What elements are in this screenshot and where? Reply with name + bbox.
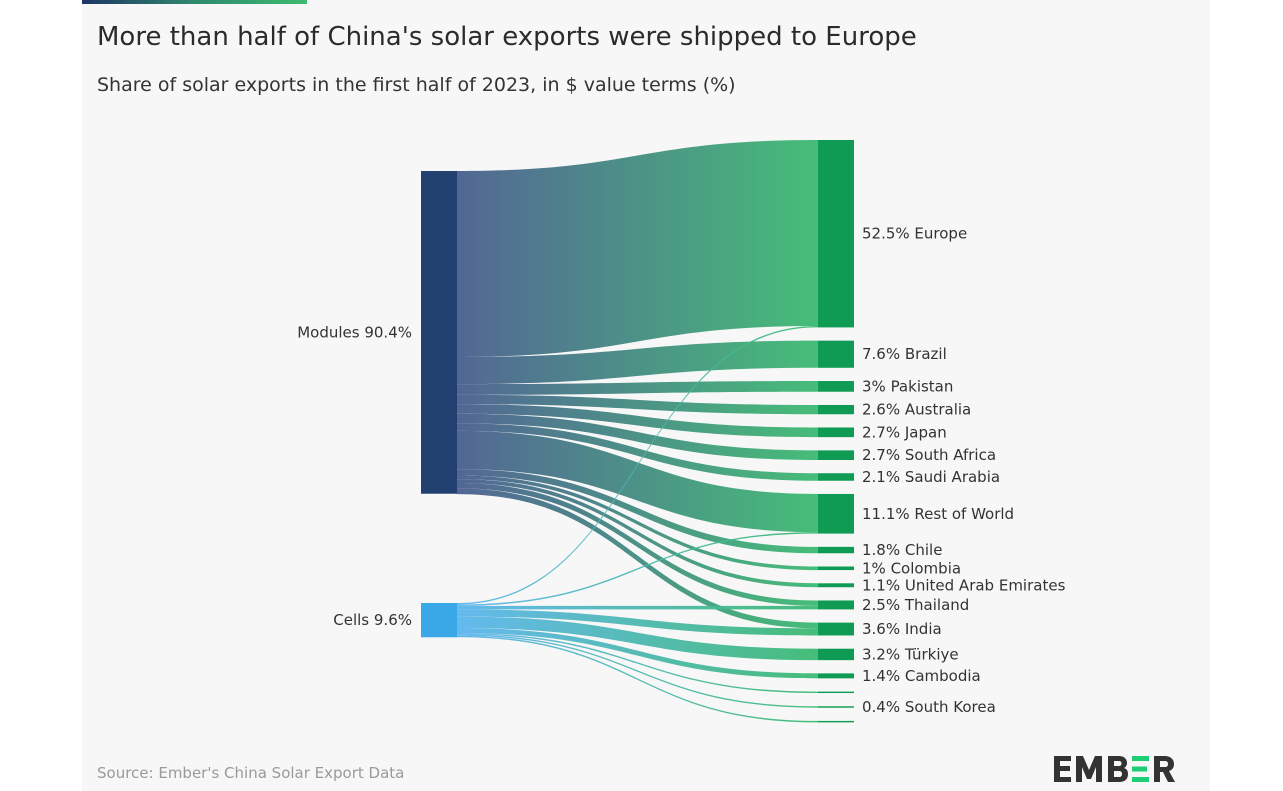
target-node-saudi	[818, 473, 854, 481]
ember-logo	[1054, 756, 1175, 782]
source-node-modules	[421, 171, 457, 494]
target-label-europe: 52.5% Europe	[862, 225, 967, 243]
target-node-chile	[818, 546, 854, 554]
target-label-india: 3.6% India	[862, 620, 942, 638]
target-node-pakistan	[818, 381, 854, 392]
target-label-southafrica: 2.7% South Africa	[862, 446, 996, 464]
source-node-cells	[421, 603, 457, 638]
target-label-cambodia: 1.4% Cambodia	[862, 667, 981, 685]
chart-panel	[82, 0, 1210, 791]
flow-modules-southafrica	[457, 413, 818, 461]
target-node-row	[818, 493, 854, 534]
flow-cells-row	[457, 532, 818, 606]
target-label-australia: 2.6% Australia	[862, 401, 971, 419]
target-label-chile: 1.8% Chile	[862, 541, 942, 559]
target-node-unlabeled2	[818, 720, 854, 723]
target-node-japan	[818, 427, 854, 438]
flow-modules-saudi	[457, 423, 818, 481]
target-node-europe	[818, 140, 854, 328]
source-note: Source: Ember's China Solar Export Data	[97, 764, 405, 782]
chart-subtitle: Share of solar exports in the first half…	[97, 74, 736, 96]
flow-modules-uae	[457, 479, 818, 588]
target-label-thailand: 2.5% Thailand	[862, 596, 969, 614]
target-label-saudi: 2.1% Saudi Arabia	[862, 468, 1000, 486]
source-label-cells: Cells 9.6%	[333, 611, 412, 629]
target-label-southkorea: 0.4% South Korea	[862, 698, 996, 716]
flow-modules-australia	[457, 394, 818, 415]
target-node-india	[818, 622, 854, 636]
target-label-pakistan: 3% Pakistan	[862, 377, 953, 395]
target-node-brazil	[818, 340, 854, 368]
flow-cells-unlabeled2	[457, 635, 818, 723]
source-label-modules: Modules 90.4%	[297, 323, 412, 341]
target-label-row: 11.1% Rest of World	[862, 505, 1014, 523]
target-node-unlabeled1	[818, 691, 854, 694]
accent-bar	[82, 0, 307, 4]
target-node-southafrica	[818, 450, 854, 461]
flow-modules-row	[457, 430, 818, 533]
flow-cells-unlabeled1	[457, 632, 818, 694]
flow-modules-thailand	[457, 483, 818, 606]
flow-modules-pakistan	[457, 381, 818, 395]
target-label-colombia: 1% Colombia	[862, 559, 961, 577]
target-node-australia	[818, 404, 854, 415]
target-node-colombia	[818, 566, 854, 571]
target-label-brazil: 7.6% Brazil	[862, 345, 947, 363]
flow-cells-thailand	[457, 605, 818, 610]
flow-modules-chile	[457, 469, 818, 554]
flow-cells-europe	[457, 325, 818, 605]
target-node-uae	[818, 583, 854, 588]
flow-modules-europe	[457, 140, 818, 357]
flow-cells-india	[457, 609, 818, 636]
flow-modules-india	[457, 488, 818, 629]
flow-cells-turkiye	[457, 616, 818, 661]
target-node-thailand	[818, 600, 854, 610]
flow-cells-southkorea	[457, 634, 818, 708]
target-node-cambodia	[818, 673, 854, 679]
flow-modules-japan	[457, 404, 818, 438]
target-node-turkiye	[818, 648, 854, 661]
target-label-uae: 1.1% United Arab Emirates	[862, 576, 1066, 594]
target-node-southkorea	[818, 706, 854, 708]
target-label-turkiye: 3.2% Türkiye	[862, 645, 959, 663]
target-label-japan: 2.7% Japan	[862, 423, 947, 441]
flow-cells-cambodia	[457, 627, 818, 679]
flow-modules-brazil	[457, 340, 818, 385]
flow-modules-colombia	[457, 475, 818, 571]
chart-title: More than half of China's solar exports …	[97, 22, 917, 52]
